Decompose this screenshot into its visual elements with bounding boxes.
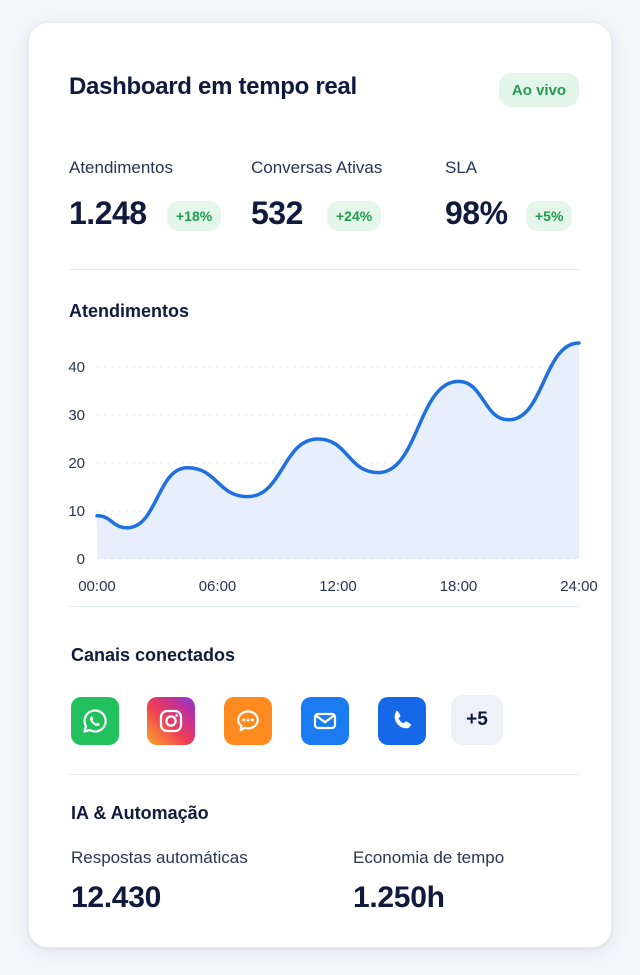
ai-label-respostas-automaticas: Respostas automáticas xyxy=(71,848,248,867)
phone-icon xyxy=(394,710,411,729)
y-tick-label: 40 xyxy=(68,359,85,376)
chat-icon xyxy=(237,710,259,732)
dashboard-card: Dashboard em tempo real Ao vivo Atendime… xyxy=(28,22,612,948)
divider xyxy=(69,269,581,270)
phone-channel[interactable] xyxy=(378,697,426,745)
atendimentos-chart: 0 10 20 30 40 00:00 06:00 12:00 18:00 24:00 xyxy=(68,341,597,593)
kpi-label-atendimentos: Atendimentos xyxy=(69,158,173,177)
ai-value-economia-de-tempo: 1.250h xyxy=(353,881,445,914)
divider xyxy=(69,606,581,607)
channels-title: Canais conectados xyxy=(71,645,236,665)
whatsapp-icon xyxy=(83,709,107,733)
email-channel[interactable] xyxy=(301,697,349,745)
kpi-label-sla: SLA xyxy=(445,158,478,177)
x-tick-label: 00:00 xyxy=(78,578,116,593)
kpi-delta-sla: +5% xyxy=(526,201,573,231)
y-tick-label: 0 xyxy=(77,551,85,568)
y-tick-label: 30 xyxy=(68,407,85,424)
email-icon xyxy=(313,712,337,730)
x-tick-label: 06:00 xyxy=(199,578,237,593)
kpi-value-conversas-ativas: 532 xyxy=(251,195,303,231)
whatsapp-channel[interactable] xyxy=(71,697,119,745)
ai-title: IA & Automação xyxy=(71,803,209,823)
x-tick-label: 24:00 xyxy=(560,578,597,593)
chart-line xyxy=(95,341,581,530)
chat-channel[interactable] xyxy=(224,697,272,745)
ai-label-economia-de-tempo: Economia de tempo xyxy=(353,848,505,867)
kpi-value-sla: 98% xyxy=(445,195,508,231)
instagram-channel[interactable] xyxy=(147,697,195,745)
x-tick-label: 18:00 xyxy=(440,578,478,593)
x-tick-label: 12:00 xyxy=(319,578,357,593)
kpi-value-atendimentos: 1.248 xyxy=(69,195,147,231)
ai-value-respostas-automaticas: 12.430 xyxy=(71,881,161,914)
y-tick-label: 20 xyxy=(68,455,85,472)
chart-area xyxy=(97,343,579,559)
kpi-label-conversas-ativas: Conversas Ativas xyxy=(251,158,383,177)
kpi-delta-conversas-ativas: +24% xyxy=(327,201,382,231)
divider xyxy=(69,774,581,775)
more-channels-button[interactable]: +5 xyxy=(451,695,503,745)
page-title: Dashboard em tempo real xyxy=(69,73,357,100)
live-badge: Ao vivo xyxy=(499,73,579,107)
chart-title: Atendimentos xyxy=(69,301,190,321)
instagram-icon xyxy=(159,709,183,733)
y-tick-label: 10 xyxy=(68,503,85,520)
kpi-delta-atendimentos: +18% xyxy=(167,201,222,231)
